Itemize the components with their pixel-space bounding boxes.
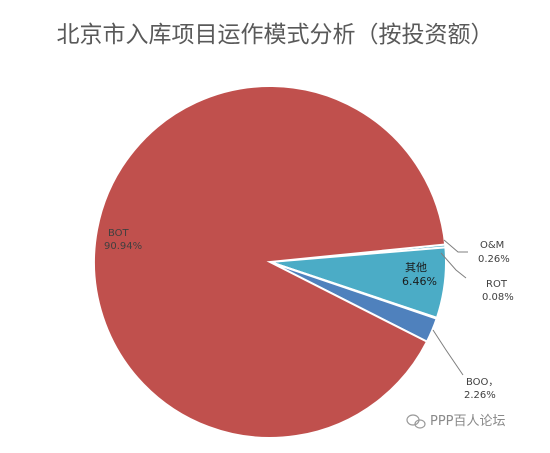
label-other-value: 6.46% — [402, 275, 437, 288]
label-rot-value: 0.08% — [482, 292, 514, 303]
leader-line-boo — [432, 329, 464, 376]
wechat-icon — [406, 414, 426, 429]
slice-bot — [93, 85, 447, 439]
pie-slices — [93, 85, 447, 439]
watermark-text: PPP百人论坛 — [430, 414, 506, 429]
label-boo-value: 2.26% — [464, 390, 496, 401]
label-boo-name: BOO， — [466, 377, 498, 388]
label-other-name: 其他 — [405, 261, 427, 274]
label-bot-name: BOT — [108, 228, 130, 239]
leader-line-om — [443, 239, 468, 253]
leader-line-rot — [440, 252, 467, 279]
label-rot-name: ROT — [486, 279, 508, 290]
label-bot-value: 90.94% — [104, 241, 142, 252]
chart-title: 北京市入库项目运作模式分析（按投资额） — [57, 22, 494, 48]
watermark: PPP百人论坛 — [406, 414, 506, 429]
label-om-value: 0.26% — [478, 254, 510, 265]
label-om-name: O&M — [480, 240, 504, 251]
